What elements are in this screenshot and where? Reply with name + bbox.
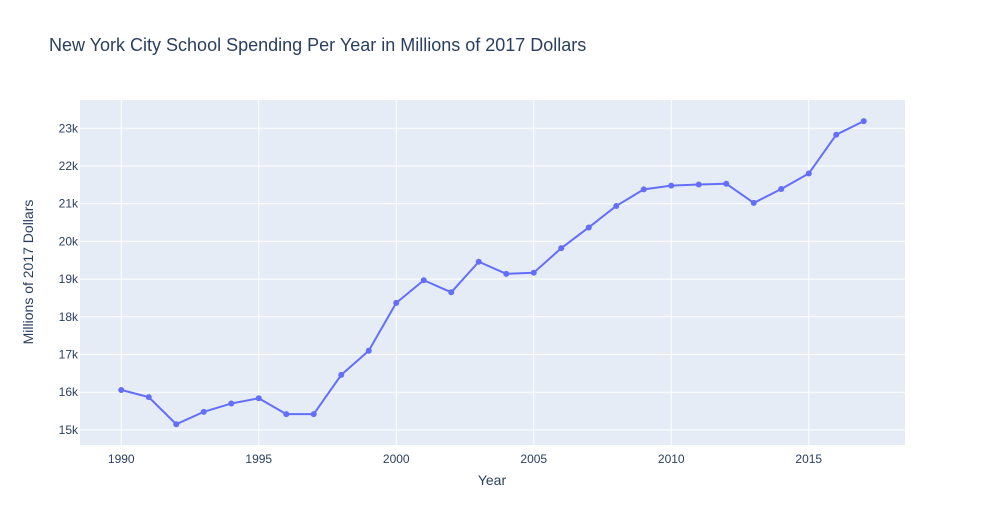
y-tick-label: 23k [59, 121, 79, 135]
y-tick-label: 19k [59, 272, 79, 286]
data-point[interactable] [833, 131, 840, 138]
y-grid [80, 127, 905, 431]
y-tick-label: 22k [59, 159, 79, 173]
x-tick-label: 2000 [383, 452, 410, 466]
data-point[interactable] [365, 347, 372, 354]
y-tick-labels: 15k 16k 17k 18k 19k 20k 21k 22k 23k [59, 121, 79, 437]
x-tick-label: 2005 [520, 452, 547, 466]
y-tick-label: 21k [59, 197, 79, 211]
data-point[interactable] [750, 199, 757, 206]
data-point[interactable] [255, 395, 262, 402]
y-tick-label: 20k [59, 234, 79, 248]
y-tick-label: 17k [59, 348, 79, 362]
y-tick-label: 18k [59, 310, 79, 324]
y-tick-label: 15k [59, 423, 79, 437]
data-point[interactable] [585, 224, 592, 231]
x-tick-labels: 1990 1995 2000 2005 2010 2015 [108, 452, 823, 466]
data-point[interactable] [558, 245, 565, 252]
data-point[interactable] [200, 408, 207, 415]
data-point[interactable] [530, 269, 537, 276]
data-point[interactable] [118, 386, 125, 393]
data-point[interactable] [228, 400, 235, 407]
x-tick-label: 2010 [658, 452, 685, 466]
data-point[interactable] [778, 185, 785, 192]
data-point[interactable] [283, 411, 290, 418]
data-point[interactable] [613, 202, 620, 209]
data-point[interactable] [173, 421, 180, 428]
y-tick-label: 16k [59, 385, 79, 399]
data-point[interactable] [393, 299, 400, 306]
data-point[interactable] [805, 170, 812, 177]
data-point[interactable] [420, 277, 427, 284]
x-tick-label: 1990 [108, 452, 135, 466]
series-line [120, 120, 865, 426]
data-point[interactable] [145, 394, 152, 401]
data-point[interactable] [668, 182, 675, 189]
data-point[interactable] [695, 181, 702, 188]
data-point[interactable] [723, 180, 730, 187]
series-layer [118, 118, 867, 428]
data-point[interactable] [503, 270, 510, 277]
data-point[interactable] [310, 411, 317, 418]
chart-title: New York City School Spending Per Year i… [49, 35, 586, 55]
data-point[interactable] [448, 289, 455, 296]
data-point[interactable] [475, 258, 482, 265]
x-axis-title: Year [478, 472, 507, 488]
y-axis-title: Millions of 2017 Dollars [20, 200, 36, 345]
plot-area [80, 100, 905, 445]
x-tick-label: 2015 [795, 452, 822, 466]
data-point[interactable] [338, 371, 345, 378]
data-point[interactable] [860, 118, 867, 125]
x-tick-label: 1995 [245, 452, 272, 466]
data-point[interactable] [640, 186, 647, 193]
